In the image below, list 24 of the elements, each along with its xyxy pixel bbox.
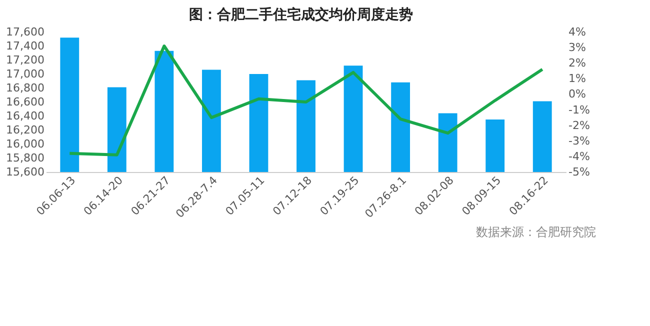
y-tick-label: 16,600: [6, 96, 44, 108]
y-tick-label: 16,400: [6, 110, 44, 122]
y2-tick-label: 2%: [568, 56, 586, 70]
y-tick-label: 17,400: [6, 40, 44, 52]
y-tick-label: 15,600: [6, 166, 44, 178]
y2-tick-label: -2%: [568, 118, 590, 132]
y2-tick-label: 0%: [568, 88, 586, 101]
y-tick-label: 17,200: [6, 54, 44, 66]
y2-tick-label: -4%: [568, 150, 590, 163]
y2-tick-label: -3%: [568, 134, 590, 148]
y2-tick-label: 3%: [568, 41, 586, 54]
y-tick-label: 17,000: [6, 68, 44, 80]
source-note: 数据来源：合肥研究院: [476, 225, 596, 239]
y-tick-label: 17,600: [6, 26, 44, 38]
y-tick-label: 15,800: [6, 152, 44, 164]
y-tick-label: 16,200: [6, 124, 44, 136]
chart-title: 图：合肥二手住宅成交均价周度走势: [188, 6, 413, 23]
y-tick-label: 16,000: [6, 138, 44, 150]
y2-tick-label: -5%: [568, 166, 590, 178]
line-series: [68, 44, 544, 156]
y-tick-label: 16,800: [6, 82, 44, 94]
y2-tick-label: -1%: [568, 103, 590, 116]
y2-tick-label: 4%: [568, 26, 586, 38]
y2-tick-label: 1%: [568, 72, 586, 86]
